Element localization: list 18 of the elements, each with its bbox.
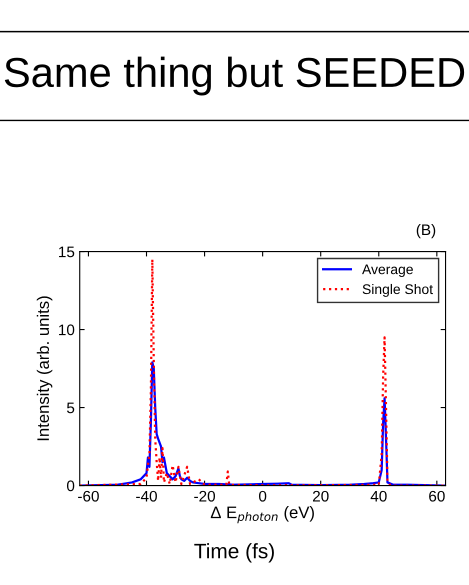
chart-title: Same thing but SEEDED — [4, 56, 464, 96]
text: (B) — [416, 224, 436, 238]
x-axis-title: Δ E$_{photon}$ (eV) — [210, 506, 314, 524]
y-axis-title: Intensity (arb. units) — [36, 296, 52, 440]
x-tick-label: 60 — [429, 490, 445, 502]
y-tick-label: 0 — [66, 480, 74, 492]
x-tick-label: 20 — [312, 490, 329, 502]
x-tick-label: 0 — [258, 490, 266, 502]
x-tick-label: 40 — [370, 490, 387, 502]
legend-label: Single Shot — [362, 284, 433, 297]
legend-label: Average — [362, 264, 413, 277]
text: Time (fs) — [194, 543, 274, 563]
y-tick-label: 5 — [66, 402, 74, 414]
x-tick-label: -40 — [136, 490, 157, 502]
y-tick-label: 15 — [59, 246, 74, 258]
x-tick-label: -20 — [194, 490, 216, 502]
x-tick-label: -60 — [78, 490, 99, 502]
y-tick-label: 10 — [59, 324, 74, 336]
